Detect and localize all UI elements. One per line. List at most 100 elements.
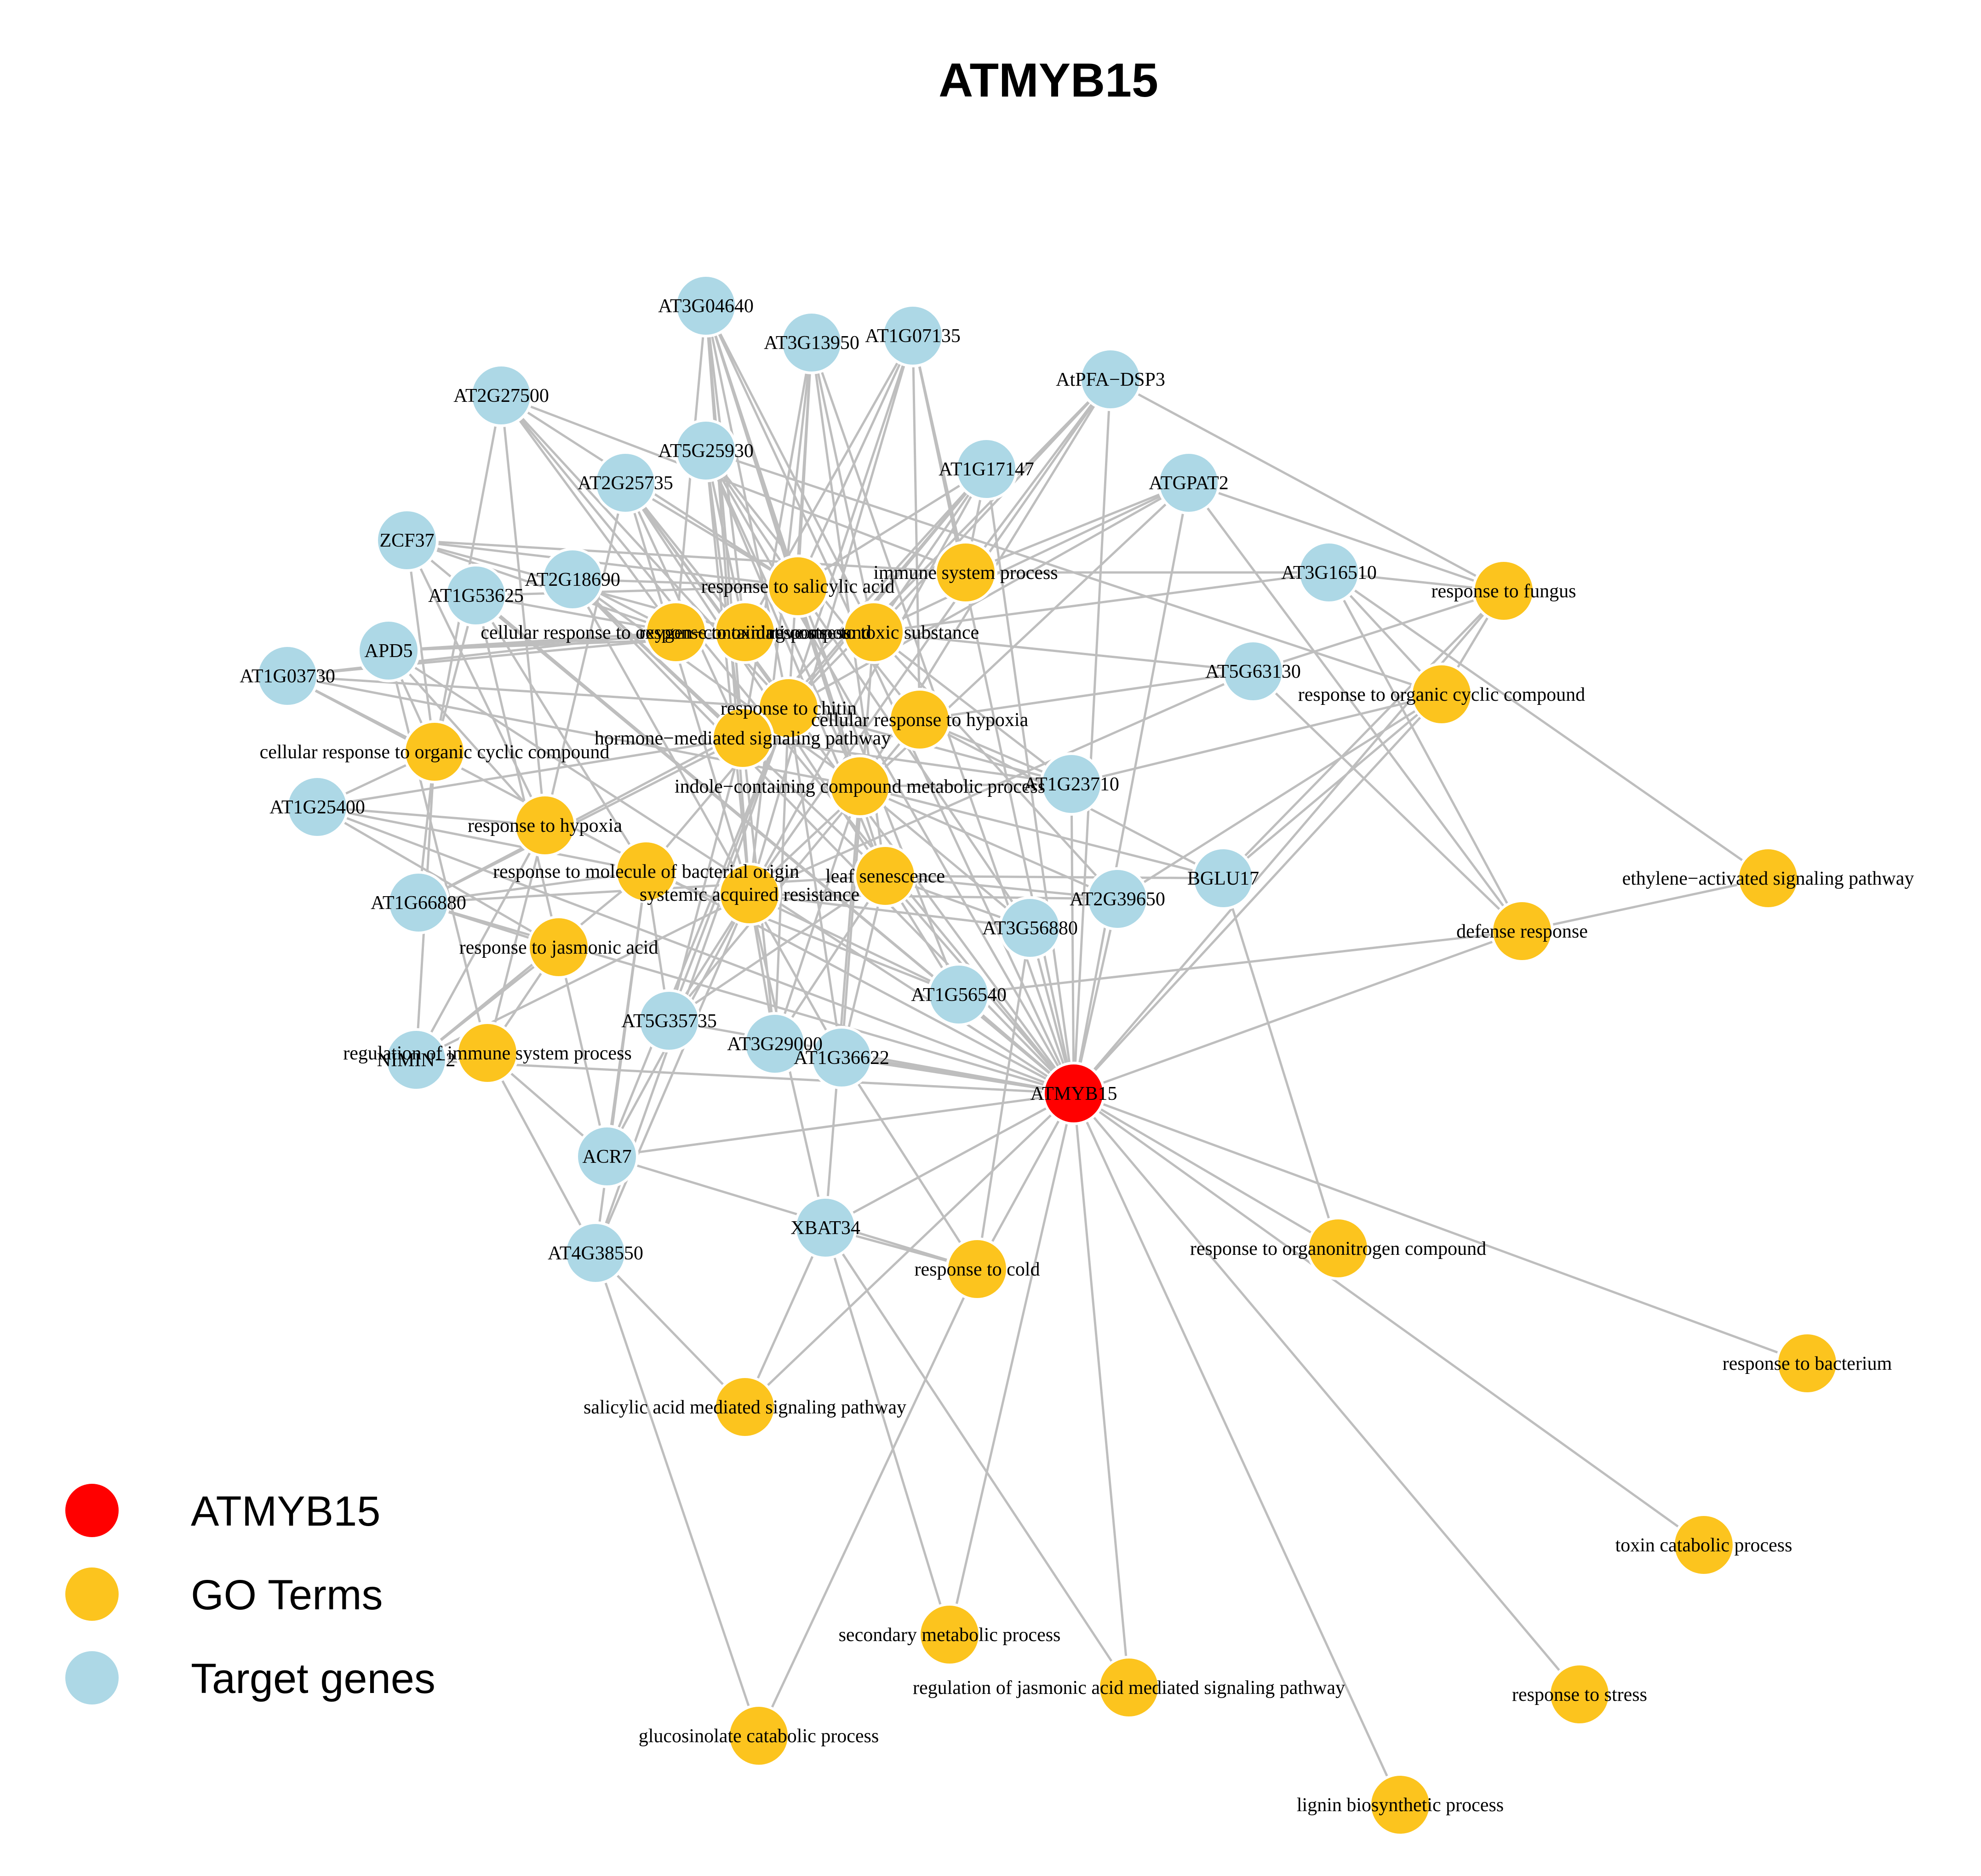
node-at2g18690[interactable] — [541, 548, 604, 611]
node-at2g27500[interactable] — [469, 364, 533, 427]
node-toxin-catabolic-process[interactable] — [1672, 1513, 1735, 1577]
node-defense-response[interactable] — [1490, 899, 1554, 963]
node-response-to-molecule-of-bacterial-origin[interactable] — [614, 840, 678, 903]
node-at1g53625[interactable] — [444, 564, 508, 627]
node-label-bglu17: BGLU17 — [1187, 868, 1259, 889]
edge-atmyb15--at1g23710 — [1070, 784, 1075, 1094]
node-response-to-organonitrogen-compound[interactable] — [1306, 1217, 1370, 1280]
node-glucosinolate-catabolic-process[interactable] — [727, 1704, 790, 1767]
edge-at5g25930--indole-containing-compound-metabolic-process — [704, 450, 861, 787]
node-response-to-oxidative-stress[interactable] — [713, 601, 777, 664]
node-label-at1g56540: AT1G56540 — [911, 984, 1007, 1006]
node-immune-system-process[interactable] — [934, 541, 997, 604]
node-bglu17[interactable] — [1191, 846, 1255, 910]
node-at1g17147[interactable] — [955, 437, 1018, 501]
node-lignin-biosynthetic-process[interactable] — [1368, 1773, 1432, 1836]
node-at3g04640[interactable] — [674, 274, 738, 337]
edge-at2g39650--systemic-acquired-resistance — [749, 893, 1118, 900]
node-atgpat2[interactable] — [1157, 451, 1220, 515]
node-at3g56880[interactable] — [998, 896, 1062, 960]
edge-atmyb15--secondary-metabolic-process — [948, 1093, 1075, 1635]
node-at1g23710[interactable] — [1040, 752, 1103, 816]
node-at2g39650[interactable] — [1086, 867, 1149, 931]
edge-atmyb15--atgpat2 — [1072, 482, 1190, 1094]
node-response-to-bacterium[interactable] — [1775, 1332, 1839, 1395]
node-at5g63130[interactable] — [1221, 640, 1285, 703]
edge-at1g53625--cellular-response-to-oxygen-containing-compound — [475, 594, 676, 634]
node-hormone-mediated-signaling-pathway[interactable] — [711, 706, 774, 770]
node-response-to-organic-cyclic-compound[interactable] — [1410, 663, 1473, 726]
node-at1g03730[interactable] — [256, 644, 319, 708]
node-label-atgpat2: ATGPAT2 — [1149, 473, 1229, 494]
node-cellular-response-to-organic-cyclic-compound[interactable] — [403, 720, 466, 784]
edge-at1g36622--response-to-chitin — [787, 708, 843, 1058]
node-regulation-of-immune-system-process[interactable] — [456, 1021, 519, 1085]
node-label-hormone-mediated-signaling-pathway: hormone−mediated signaling pathway — [595, 728, 891, 749]
node-response-to-cold[interactable] — [945, 1237, 1009, 1301]
node-acr7[interactable] — [575, 1125, 639, 1188]
edge-at3g29000--response-to-chitin — [773, 708, 790, 1044]
node-at1g66880[interactable] — [387, 871, 450, 934]
node-at4g38550[interactable] — [564, 1221, 627, 1285]
edge-at4g38550--regulation-of-immune-system-process — [486, 1052, 597, 1254]
node-label-at5g63130: AT5G63130 — [1205, 661, 1301, 682]
edge-at1g23710--indole-containing-compound-metabolic-process — [859, 783, 1072, 788]
edge-atgpat2--response-to-fungus — [1188, 481, 1504, 592]
node-label-nimin-2: NIMIN−2 — [377, 1050, 456, 1071]
node-leaf-senescence[interactable] — [853, 844, 917, 908]
node-at5g25930[interactable] — [674, 419, 738, 482]
node-label-at3g04640: AT3G04640 — [658, 296, 754, 317]
edge-atmyb15--at3g04640 — [704, 305, 1075, 1094]
node-salicylic-acid-mediated-signaling-pathway[interactable] — [713, 1375, 777, 1439]
edge-bglu17--response-to-organonitrogen-compound — [1222, 878, 1340, 1249]
node-at2g25735[interactable] — [594, 451, 657, 515]
node-at3g16510[interactable] — [1297, 541, 1361, 604]
node-label-at1g17147: AT1G17147 — [939, 459, 1034, 480]
node-label-cellular-response-to-hypoxia: cellular response to hypoxia — [811, 709, 1029, 731]
node-atmyb15[interactable] — [1042, 1062, 1105, 1125]
node-at1g07135[interactable] — [881, 304, 945, 367]
node-at1g36622[interactable] — [810, 1026, 873, 1089]
node-at3g13950[interactable] — [780, 311, 843, 374]
node-zcf37[interactable] — [375, 509, 439, 572]
edge-at3g16510--defense-response — [1328, 572, 1523, 932]
node-response-to-stress[interactable] — [1548, 1663, 1611, 1726]
legend-label-go-term: GO Terms — [191, 1572, 383, 1619]
node-nimin-2[interactable] — [384, 1028, 448, 1092]
node-ethylene-activated-signaling-pathway[interactable] — [1736, 846, 1800, 910]
edge-xbat34--salicylic-acid-mediated-signaling-pathway — [744, 1227, 827, 1408]
node-at1g56540[interactable] — [927, 963, 990, 1026]
node-label-at2g18690: AT2G18690 — [525, 569, 620, 590]
node-indole-containing-compound-metabolic-process[interactable] — [828, 755, 892, 818]
legend-swatch-target-gene — [65, 1651, 119, 1704]
edge-at1g56540--systemic-acquired-resistance — [749, 893, 960, 996]
node-apd5[interactable] — [357, 619, 420, 682]
edge-acr7--response-to-cold — [607, 1155, 978, 1270]
edge-zcf37--response-to-salicylic-acid — [407, 539, 798, 588]
node-regulation-of-jasmonic-acid-mediated-signaling-pathway[interactable] — [1097, 1656, 1161, 1719]
edge-at1g53625--response-to-molecule-of-bacterial-origin — [475, 595, 647, 872]
node-xbat34[interactable] — [794, 1196, 857, 1259]
edge-bglu17--response-to-organic-cyclic-compound — [1222, 693, 1443, 879]
edge-bglu17--leaf-senescence — [885, 875, 1224, 880]
node-secondary-metabolic-process[interactable] — [918, 1603, 981, 1666]
node-response-to-jasmonic-acid[interactable] — [527, 915, 590, 979]
edge-atmyb15--at5g25930 — [704, 450, 1075, 1094]
node-response-to-toxic-substance[interactable] — [842, 601, 905, 664]
edge-at5g63130--systemic-acquired-resistance — [749, 670, 1254, 896]
node-at3g29000[interactable] — [743, 1012, 807, 1075]
node-response-to-hypoxia[interactable] — [513, 794, 577, 857]
node-label-response-to-hypoxia: response to hypoxia — [468, 815, 622, 836]
node-response-to-salicylic-acid[interactable] — [766, 555, 830, 618]
node-label-atpfa-dsp3: AtPFA−DSP3 — [1056, 369, 1165, 390]
node-cellular-response-to-oxygen-containing-compound[interactable] — [644, 601, 708, 664]
node-at1g25400[interactable] — [286, 775, 349, 839]
node-response-to-fungus[interactable] — [1472, 559, 1535, 623]
node-atpfa-dsp3[interactable] — [1079, 348, 1142, 411]
node-label-cellular-response-to-organic-cyclic-compound: cellular response to organic cyclic comp… — [260, 742, 610, 763]
node-systemic-acquired-resistance[interactable] — [718, 863, 781, 926]
edge-atmyb15--xbat34 — [824, 1092, 1075, 1229]
node-at5g35735[interactable] — [637, 989, 701, 1052]
node-response-to-chitin[interactable] — [757, 676, 820, 740]
node-cellular-response-to-hypoxia[interactable] — [888, 688, 951, 751]
